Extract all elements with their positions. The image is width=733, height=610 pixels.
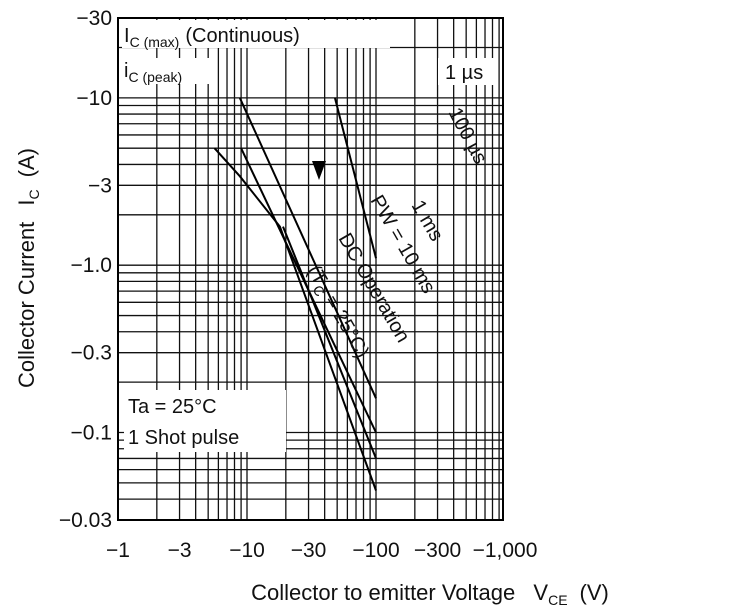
condition-ta: Ta = 25°C xyxy=(128,396,217,418)
x-axis-label: Collector to emitter Voltage VCE (V) xyxy=(251,580,609,608)
y-tick-label: −10 xyxy=(76,87,112,110)
y-axis-unit: (A) xyxy=(14,148,39,177)
dc-arrow-icon xyxy=(312,161,326,180)
label-1ms: 1 ms xyxy=(407,197,448,246)
y-tick-label: −1.0 xyxy=(71,254,112,277)
label-backgrounds xyxy=(122,20,494,452)
curves xyxy=(213,97,377,491)
x-tick-label: −1 xyxy=(106,539,130,562)
ticks: −1 −3 −10 −30 −100 −300 −1,000 −30 −10 −3 −1.0 −0.3… xyxy=(59,7,538,562)
curve-5 xyxy=(213,147,377,491)
label-background xyxy=(124,390,286,452)
y-tick-label: −0.03 xyxy=(59,509,112,532)
curve-1 xyxy=(333,97,377,259)
condition-pulse: 1 Shot pulse xyxy=(128,427,239,449)
label-background xyxy=(122,20,390,48)
ic-peak-label: iC (peak) xyxy=(124,60,182,85)
x-axis-title: Collector to emitter Voltage xyxy=(251,580,515,605)
y-tick-label: −0.1 xyxy=(71,422,112,445)
ic-max-symbol: I xyxy=(124,25,130,47)
y-tick-label: −0.3 xyxy=(71,342,112,365)
x-tick-label: −30 xyxy=(291,539,327,562)
x-axis-subscript: CE xyxy=(548,592,567,608)
x-tick-label: −10 xyxy=(229,539,265,562)
x-tick-label: −3 xyxy=(168,539,192,562)
ic-max-subscript: C (max) xyxy=(130,34,180,50)
label-background xyxy=(438,58,494,85)
x-tick-label: −1,000 xyxy=(473,539,538,562)
y-tick-label: −3 xyxy=(88,174,112,197)
curve-2 xyxy=(238,97,377,399)
x-axis-unit: (V) xyxy=(580,580,609,605)
y-axis-subscript: C xyxy=(26,189,42,199)
label-1us: 1 µs xyxy=(445,62,483,84)
y-axis-title: Collector Current xyxy=(14,222,39,388)
plot-frame xyxy=(117,17,504,521)
curve-4 xyxy=(282,226,377,459)
grid xyxy=(117,17,503,521)
x-axis-symbol: V xyxy=(533,580,548,605)
ic-max-label: IC (max) (Continuous) xyxy=(124,25,300,50)
ic-peak-symbol: i xyxy=(124,60,128,82)
label-background xyxy=(122,58,214,84)
y-tick-label: −30 xyxy=(76,7,112,30)
ic-peak-subscript: C (peak) xyxy=(128,69,182,85)
y-axis-label: Collector Current IC (A) xyxy=(14,148,42,388)
x-tick-label: −100 xyxy=(352,539,399,562)
y-axis-symbol: I xyxy=(14,199,39,205)
ic-max-text: (Continuous) xyxy=(185,25,300,47)
x-tick-label: −300 xyxy=(414,539,461,562)
